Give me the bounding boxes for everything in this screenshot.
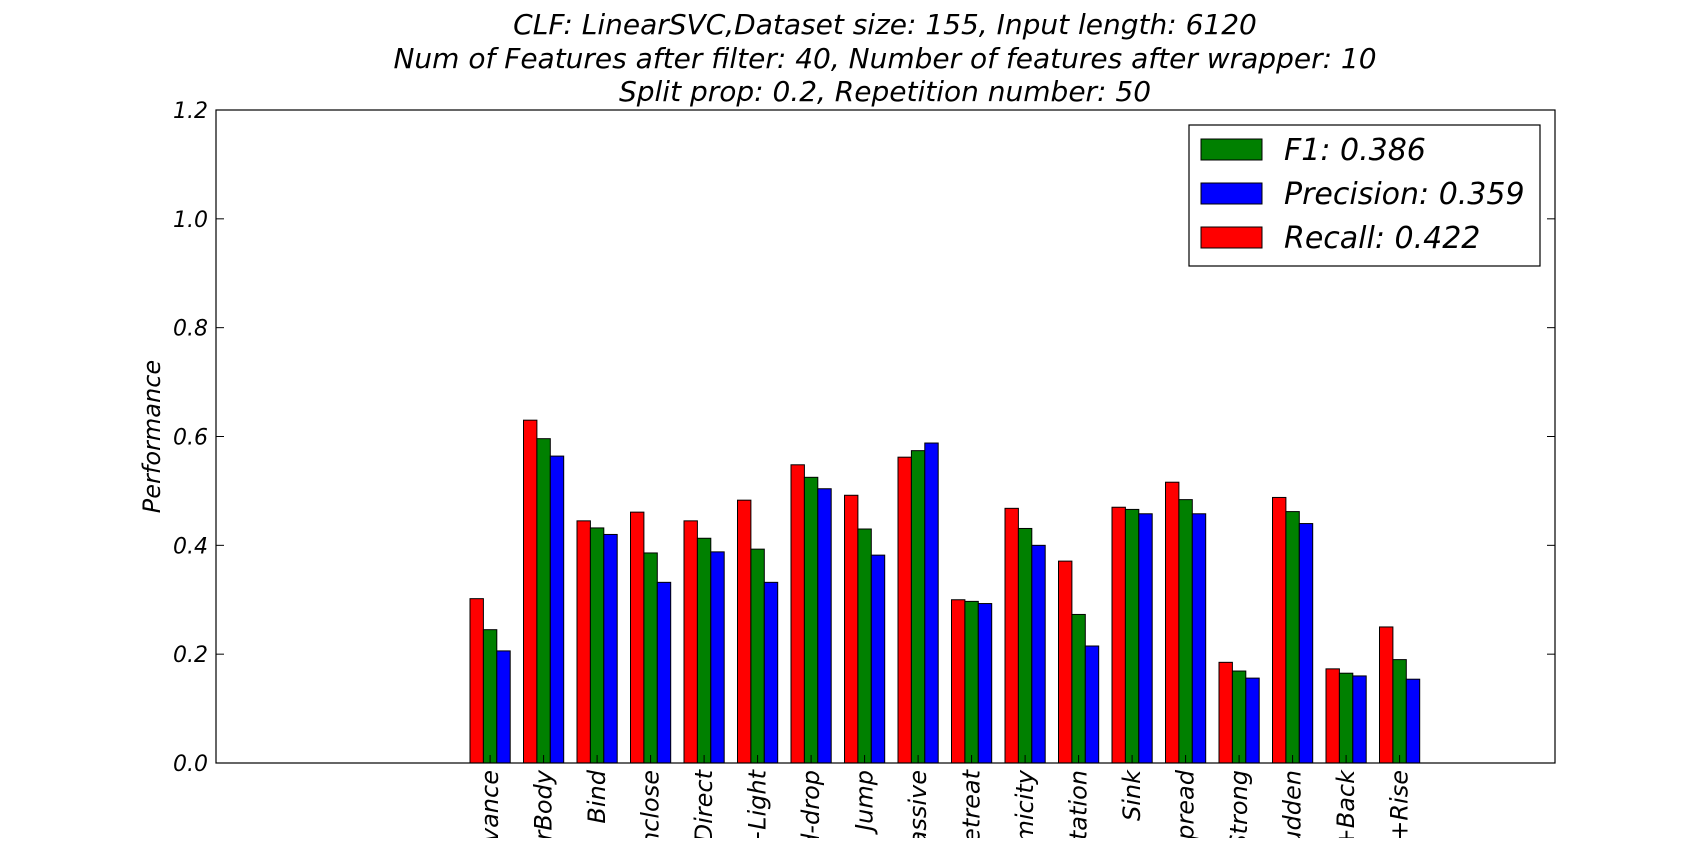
x-tick-label: Spread [1172,769,1200,838]
bar [469,598,484,764]
y-tick-label: 0.8 [173,317,208,342]
x-tick-label: Sink [1118,769,1146,821]
bar [1017,527,1033,764]
bar [1285,511,1300,764]
bar [1298,523,1314,764]
bar [870,554,886,764]
bar [1272,496,1287,764]
bar [763,581,779,764]
bar [1124,508,1140,764]
bar [1231,670,1247,764]
bar [1405,678,1421,764]
bar [1071,613,1086,764]
bar [924,442,939,764]
legend-swatch [1200,138,1263,161]
x-tick-label: assive [904,770,932,838]
y-tick-label: 0.6 [173,426,208,451]
chart-title-line: Num of Features after filter: 40, Number… [393,42,1376,75]
bar [817,488,832,764]
bar [964,600,979,764]
chart-title-line: Split prop: 0.2, Repetition number: 50 [619,75,1151,108]
bar [857,528,872,764]
x-tick-label: d-drop [797,770,825,838]
bar [603,533,618,764]
bar [1178,499,1193,764]
bar [1004,507,1019,764]
bar [683,520,698,764]
bar [1352,675,1367,764]
x-tick-label: +Light [744,768,772,838]
bar [790,464,805,764]
bar [844,494,859,764]
bar [1084,645,1100,764]
bar [1392,659,1407,764]
bar [630,511,645,764]
y-tick-label: 0.4 [173,534,208,559]
bar [1325,668,1340,764]
x-tick-label: micity [1011,769,1039,838]
y-tick-label: 1.2 [173,99,208,124]
bar [1191,513,1207,764]
bar [897,456,912,764]
bar [1058,560,1073,764]
y-tick-label: 0.0 [173,752,208,777]
bar [549,455,565,764]
bar [951,599,966,764]
bar [576,520,591,764]
bar [523,419,538,764]
bar [977,603,993,764]
bar [589,527,605,764]
legend-label: Precision: 0.359 [1284,177,1525,212]
bar [1031,544,1046,764]
y-axis-label: Performance [138,360,166,513]
x-tick-label: Direct [690,768,718,838]
bar [1138,513,1153,764]
bar [1218,661,1233,764]
bar [803,476,819,764]
x-tick-label: +Back [1332,769,1360,838]
chart-title-line: CLF: LinearSVC,Dataset size: 155, Input … [513,8,1257,41]
bar [656,581,672,764]
x-tick-label: vance [476,770,504,838]
bar [750,548,765,764]
bar [737,499,752,764]
x-tick-label: p+Rise [1386,770,1414,838]
legend-swatch [1200,182,1263,205]
legend-label: F1: 0.386 [1284,133,1426,168]
bar [696,537,712,764]
plot-frame [215,109,1556,764]
x-tick-label: nclose [637,770,665,838]
x-tick-label: Bind [583,769,611,823]
bar [710,551,725,764]
x-tick-label: otation [1065,770,1093,838]
bar [910,450,926,764]
y-tick-label: 1.0 [173,208,208,233]
bar [1245,677,1260,764]
x-tick-label: etreat [958,768,986,838]
x-tick-label: Jump [851,770,879,835]
x-tick-label: erBody [530,769,558,838]
bar [1379,626,1394,764]
bar [643,552,658,764]
bar [482,629,498,764]
legend-swatch [1200,226,1263,249]
bar [1165,481,1180,764]
x-tick-label: udden [1279,770,1307,838]
bar [1111,506,1126,764]
legend-label: Recall: 0.422 [1284,221,1480,256]
x-tick-label: Strong [1225,770,1253,838]
y-tick-label: 0.2 [173,643,208,668]
bar [496,650,511,764]
bar [536,438,551,764]
bar [1338,672,1354,764]
